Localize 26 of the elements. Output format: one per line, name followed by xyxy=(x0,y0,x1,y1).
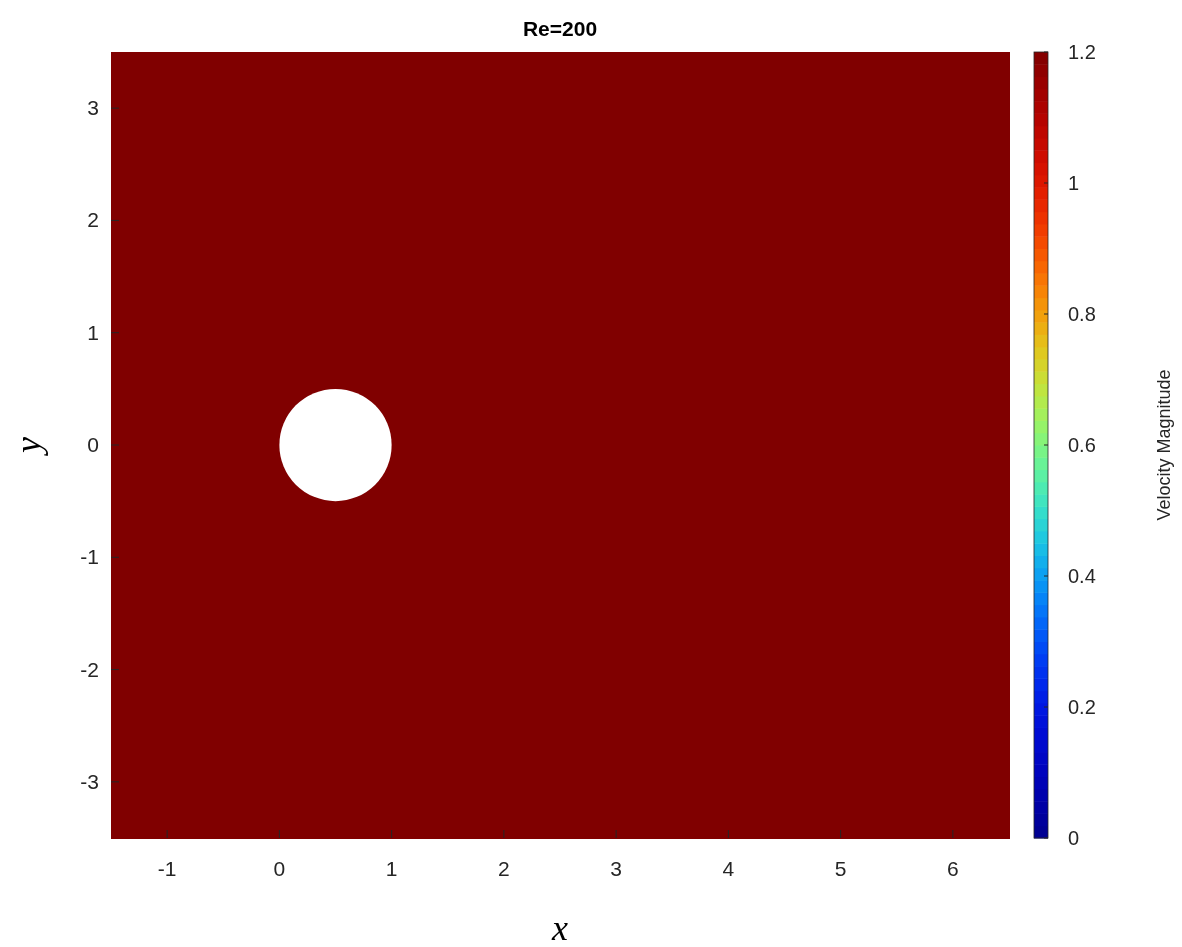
x-axis-title: x xyxy=(551,908,569,947)
y-tick-label: -2 xyxy=(80,657,99,681)
x-tick-label: 2 xyxy=(498,857,510,880)
x-tick-label: 6 xyxy=(947,857,959,880)
color-bar-title: Velocity Magnitude xyxy=(1154,369,1174,521)
chart-title: Re=200 xyxy=(522,17,598,40)
color-bar-label: 0.6 xyxy=(1068,434,1096,456)
color-bar-label: 0.2 xyxy=(1068,696,1096,718)
y-tick-label: 1 xyxy=(87,320,99,344)
x-tick-label: -1 xyxy=(157,857,177,880)
color-bar-label: 0.4 xyxy=(1068,565,1096,587)
x-tick-label: 0 xyxy=(273,857,286,880)
y-tick-label: 2 xyxy=(87,208,99,232)
x-tick-label: 1 xyxy=(385,857,398,880)
y-axis-title: y xyxy=(8,436,48,456)
y-tick-label: 3 xyxy=(87,96,99,120)
y-tick-label: -3 xyxy=(80,769,99,793)
color-bar-label: 0.8 xyxy=(1068,303,1096,325)
y-tick-label: 0 xyxy=(87,433,99,456)
y-tick-label: -1 xyxy=(80,545,99,569)
x-tick-label: 3 xyxy=(610,857,622,880)
color-bar-label: 1 xyxy=(1068,172,1080,194)
color-bar-label: 1.2 xyxy=(1068,41,1096,63)
x-tick-label: 5 xyxy=(834,857,847,880)
color-bar-label: 0 xyxy=(1068,827,1080,849)
x-tick-label: 4 xyxy=(722,857,735,880)
